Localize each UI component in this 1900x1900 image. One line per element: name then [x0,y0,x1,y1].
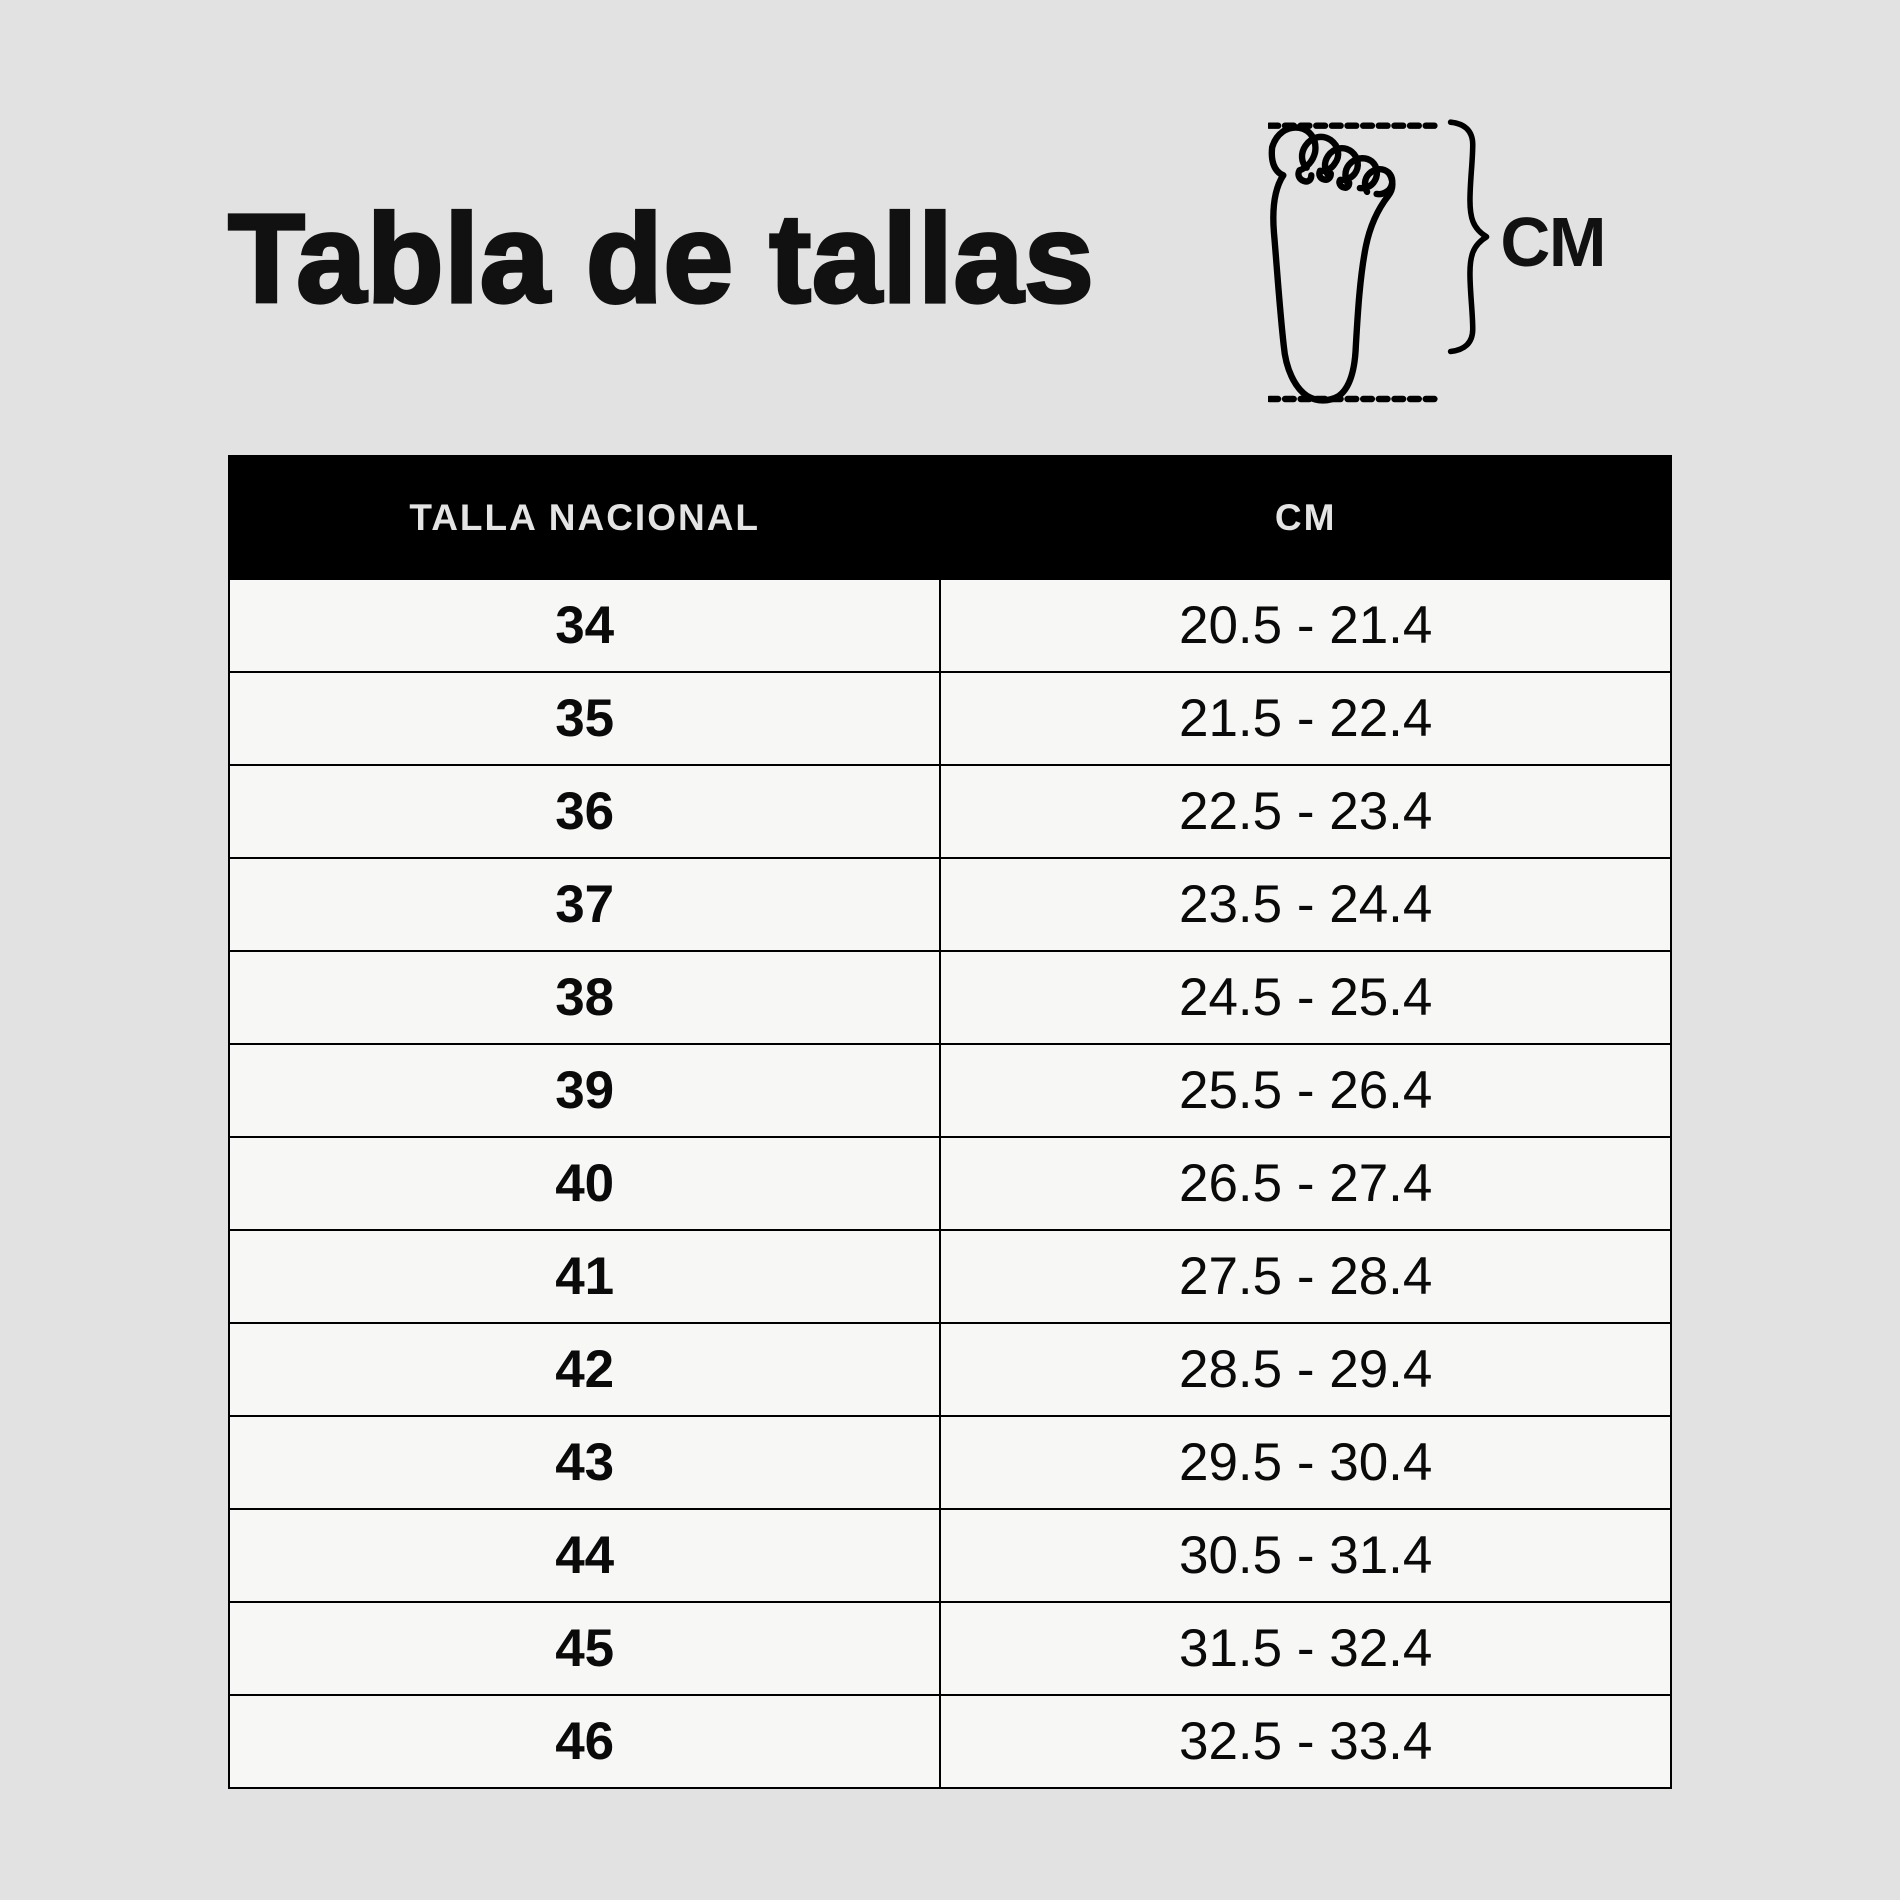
svg-text:CM: CM [1500,203,1605,281]
